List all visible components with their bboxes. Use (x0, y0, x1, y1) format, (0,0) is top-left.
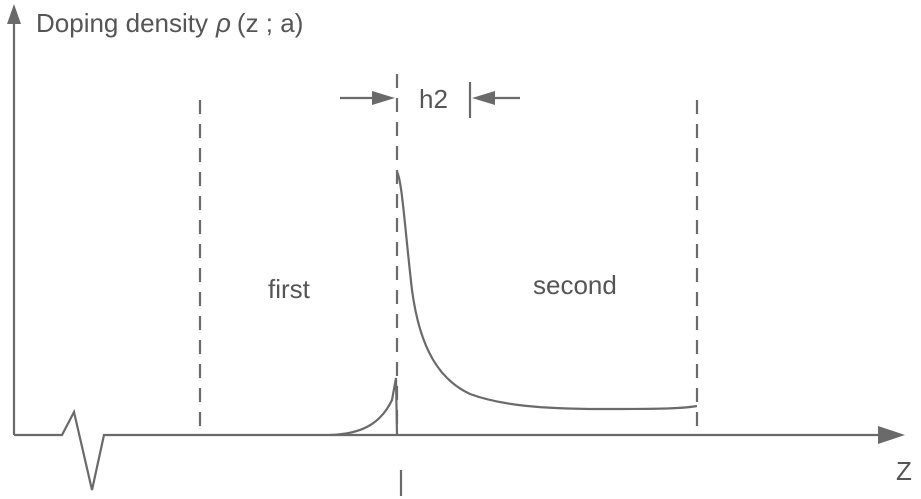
region-label: first (268, 274, 311, 304)
axis-label-symbol: ρ (215, 8, 231, 38)
density-curve-left (329, 377, 399, 437)
density-curve-right (395, 171, 698, 411)
width-arrowhead (472, 91, 495, 105)
x-arrowhead (878, 426, 905, 444)
width-label: h2 (419, 84, 448, 114)
axis-label-text: Doping density (36, 8, 208, 38)
axis-label-suffix: (z ; a) (237, 8, 303, 38)
x-axis (14, 408, 880, 491)
axis-label: Doping density ρ (z ; a) (36, 8, 303, 38)
region-label: second (533, 270, 617, 300)
x-axis-label: Z (896, 456, 912, 486)
y-arrowhead (7, 4, 21, 24)
width-arrowhead (372, 91, 395, 105)
